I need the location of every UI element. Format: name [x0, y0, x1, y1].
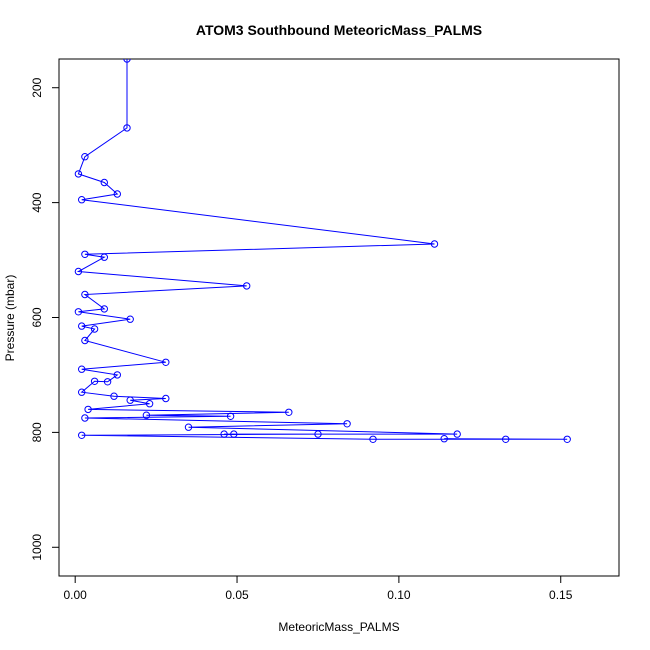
data-point: [230, 430, 238, 438]
y-axis-label: Pressure (mbar): [3, 275, 17, 362]
x-tick-label: 0.00: [64, 588, 88, 602]
y-tick-label: 1000: [30, 534, 44, 561]
y-axis: 200 400 600 800 1000: [30, 77, 60, 561]
data-point: [453, 430, 461, 438]
data-point: [226, 412, 235, 420]
data-point: [78, 388, 86, 396]
data-point: [123, 124, 131, 132]
data-point: [81, 290, 89, 299]
data-point: [369, 435, 377, 443]
data-point: [78, 365, 86, 373]
data-point: [123, 59, 131, 63]
data-point: [314, 430, 322, 438]
data-point: [81, 336, 89, 345]
data-point: [90, 325, 99, 333]
data-point: [78, 431, 86, 439]
data-point: [78, 196, 86, 204]
x-axis-label: MeteoricMass_PALMS: [278, 620, 399, 634]
data-point: [90, 377, 99, 385]
data-point: [430, 240, 439, 248]
data-point: [81, 153, 89, 161]
data-point: [184, 423, 193, 431]
plot-area: [74, 59, 571, 443]
data-point: [220, 430, 228, 438]
data-point: [142, 411, 151, 419]
data-point: [343, 420, 351, 428]
data-point: [74, 170, 83, 178]
y-tick-label: 200: [30, 77, 44, 97]
data-point: [113, 371, 122, 379]
chart-title: ATOM3 Southbound MeteoricMass_PALMS: [196, 22, 482, 38]
data-point: [126, 315, 134, 323]
data-point: [78, 322, 86, 330]
data-point: [563, 435, 571, 443]
x-tick-label: 0.15: [549, 588, 573, 602]
y-tick-label: 800: [30, 422, 44, 442]
data-point: [285, 408, 293, 416]
y-tick-label: 600: [30, 307, 44, 327]
data-point: [110, 392, 118, 400]
data-point: [162, 394, 170, 403]
x-tick-label: 0.10: [387, 588, 411, 602]
y-tick-label: 400: [30, 192, 44, 212]
data-point: [100, 305, 109, 313]
series-line-0: [76, 59, 568, 440]
data-point: [74, 267, 83, 276]
data-point: [145, 400, 154, 408]
data-point: [84, 405, 92, 414]
data-point: [74, 308, 83, 316]
data-point: [100, 253, 109, 261]
data-point: [100, 178, 109, 187]
data-point: [126, 396, 134, 404]
data-point: [243, 282, 251, 290]
data-point: [113, 190, 122, 198]
data-point: [103, 378, 112, 386]
x-tick-label: 0.05: [225, 588, 249, 602]
data-point: [81, 414, 89, 422]
x-axis: 0.00 0.05 0.10 0.15: [64, 575, 573, 602]
data-point: [162, 358, 170, 366]
data-point: [502, 435, 510, 443]
data-point: [440, 435, 448, 443]
data-point: [81, 250, 89, 259]
plot-frame: [58, 58, 620, 577]
